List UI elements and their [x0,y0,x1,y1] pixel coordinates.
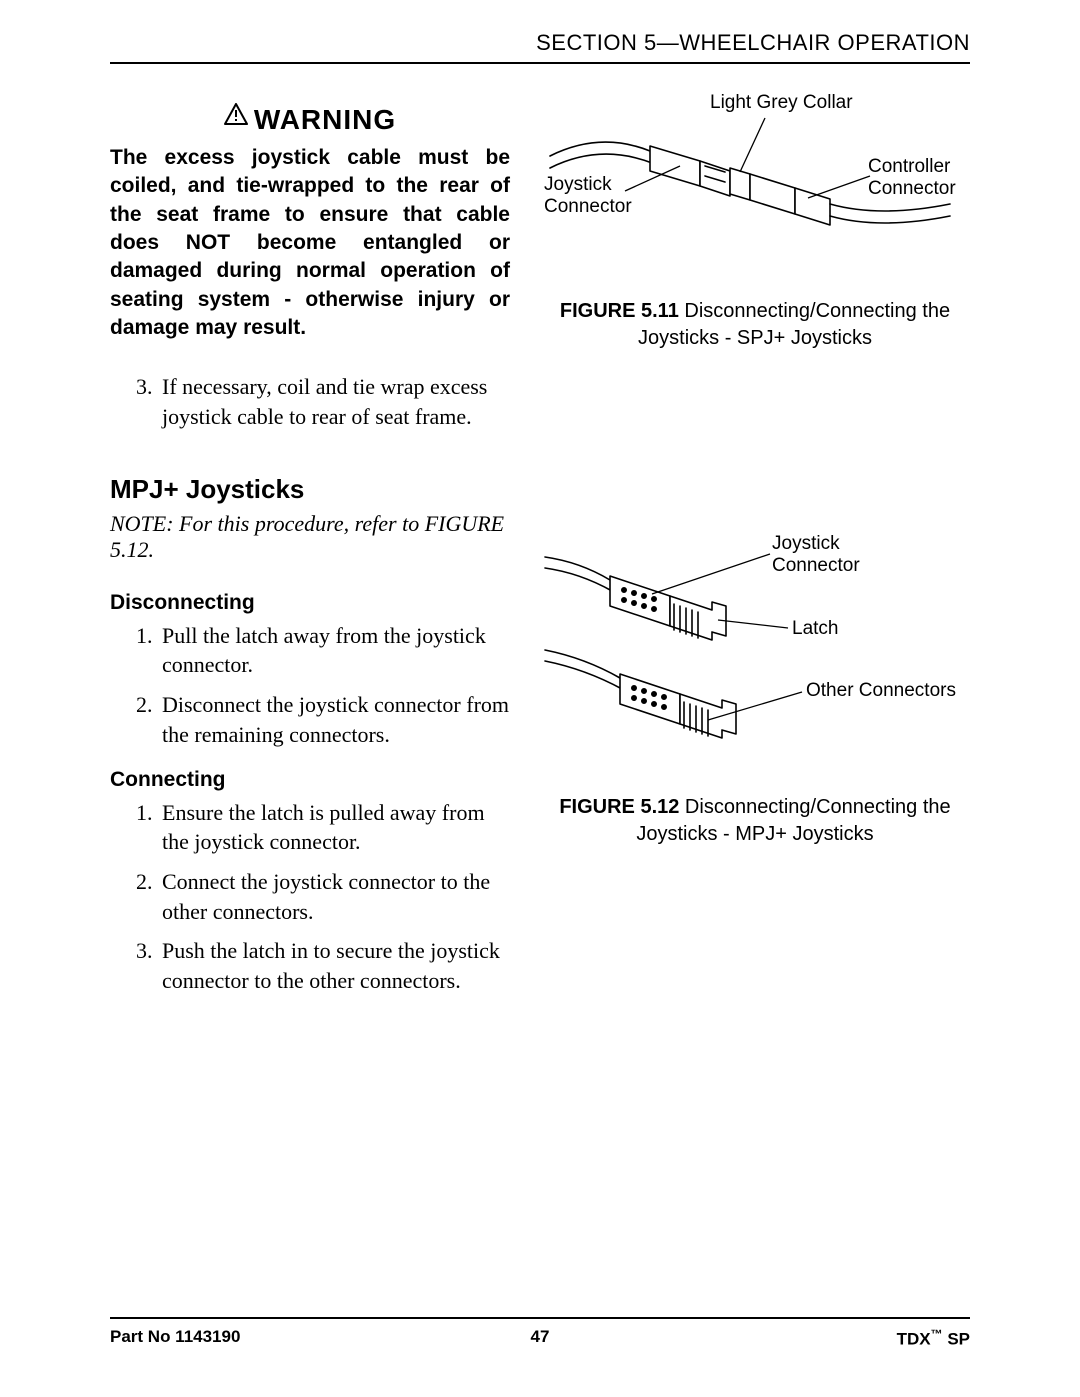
spacer [540,352,970,532]
label-joystick-connector-2: Joystick Connector [772,533,860,577]
figure-5-12-caption-num: FIGURE 5.12 [559,796,679,818]
left-column: WARNING The excess joystick cable must b… [110,102,510,1006]
figure-5-12: Joystick Connector Latch Other Connector… [540,532,970,782]
warning-icon [224,100,248,132]
label-latch: Latch [792,618,838,640]
figure-5-11-caption: FIGURE 5.11 Disconnecting/Connecting the… [540,298,970,352]
label-other-connectors: Other Connectors [806,680,956,702]
list-item: Disconnect the joystick connector from t… [158,690,510,749]
figure-5-12-caption: FIGURE 5.12 Disconnecting/Connecting the… [540,794,970,848]
disconnecting-heading: Disconnecting [110,591,510,615]
label-joystick-connector: Joystick Connector [544,174,632,218]
list-item: If necessary, coil and tie wrap excess j… [158,372,510,431]
figure-5-11-caption-num: FIGURE 5.11 [560,300,679,322]
list-item: Pull the latch away from the joystick co… [158,621,510,680]
label-controller-connector: Controller Connector [868,156,956,200]
mpj-heading: MPJ+ Joysticks [110,474,510,505]
page-footer: Part No 1143190 47 TDX™ SP [110,1317,970,1350]
running-head: SECTION 5—WHEELCHAIR OPERATION [110,30,970,64]
warning-body: The excess joystick cable must be coiled… [110,144,510,342]
mpj-note: NOTE: For this procedure, refer to FIGUR… [110,511,510,563]
connecting-steps: Ensure the latch is pulled away from the… [110,798,510,996]
continued-step-list: If necessary, coil and tie wrap excess j… [110,372,510,431]
figure-5-12-caption-text: Disconnecting/Connecting the Joysticks -… [636,796,950,845]
two-column-layout: WARNING The excess joystick cable must b… [110,102,970,1006]
warning-heading: WARNING [110,102,510,136]
list-item: Connect the joystick connector to the ot… [158,867,510,926]
figure-5-11-caption-text: Disconnecting/Connecting the Joysticks -… [638,300,950,349]
figure-5-11: Light Grey Collar Joystick Connector Con… [540,96,970,286]
disconnecting-steps: Pull the latch away from the joystick co… [110,621,510,750]
warning-title-text: WARNING [254,104,396,135]
page: SECTION 5—WHEELCHAIR OPERATION WARNING T… [110,30,970,1350]
label-light-grey-collar: Light Grey Collar [710,92,853,114]
list-item: Push the latch in to secure the joystick… [158,936,510,995]
footer-page-number: 47 [110,1327,970,1347]
connecting-heading: Connecting [110,768,510,792]
right-column: Light Grey Collar Joystick Connector Con… [540,102,970,1006]
list-item: Ensure the latch is pulled away from the… [158,798,510,857]
figure-5-12-svg [540,532,970,772]
